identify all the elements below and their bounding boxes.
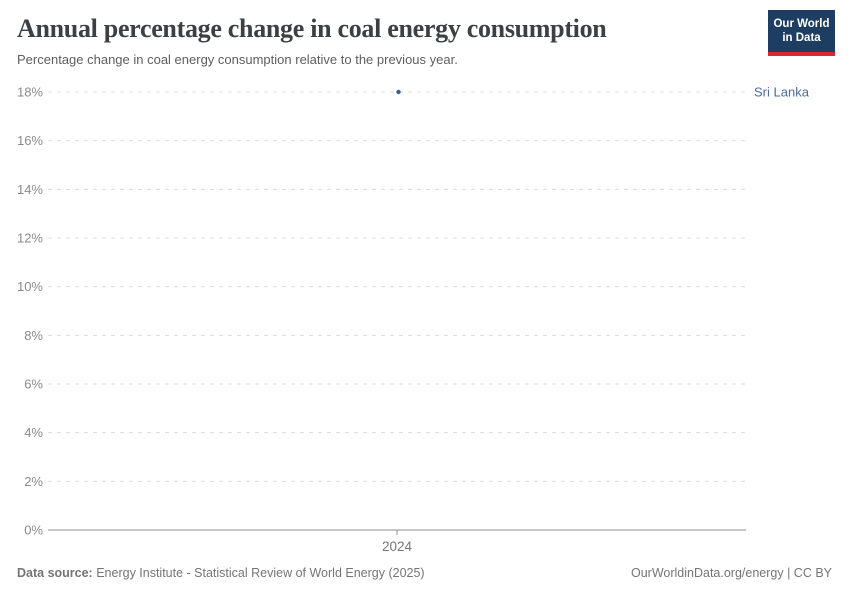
y-tick-label: 6% [24,377,43,392]
data-source-text: Energy Institute - Statistical Review of… [92,566,425,580]
owid-logo: Our World in Data [768,10,835,56]
x-tick-label: 2024 [382,539,413,554]
y-tick-label: 12% [17,231,43,246]
chart-subtitle: Percentage change in coal energy consump… [17,52,458,67]
entity-label[interactable]: Sri Lanka [754,85,810,100]
y-tick-label: 4% [24,425,43,440]
credit-link[interactable]: OurWorldinData.org/energy | CC BY [630,566,832,580]
y-tick-label: 10% [17,279,43,294]
owid-logo-line2: in Data [782,32,821,44]
page-title: Annual percentage change in coal energy … [17,14,607,43]
y-tick-label: 8% [24,328,43,343]
y-tick-label: 0% [24,523,43,538]
y-tick-label: 2% [24,474,43,489]
y-tick-label: 14% [17,182,43,197]
y-tick-label: 18% [17,85,43,100]
data-source-label: Data source: [17,566,93,580]
y-tick-label: 16% [17,133,43,148]
data-source: Data source: Energy Institute - Statisti… [17,566,425,580]
data-point[interactable] [396,89,401,95]
owid-logo-line1: Our World [773,17,830,30]
